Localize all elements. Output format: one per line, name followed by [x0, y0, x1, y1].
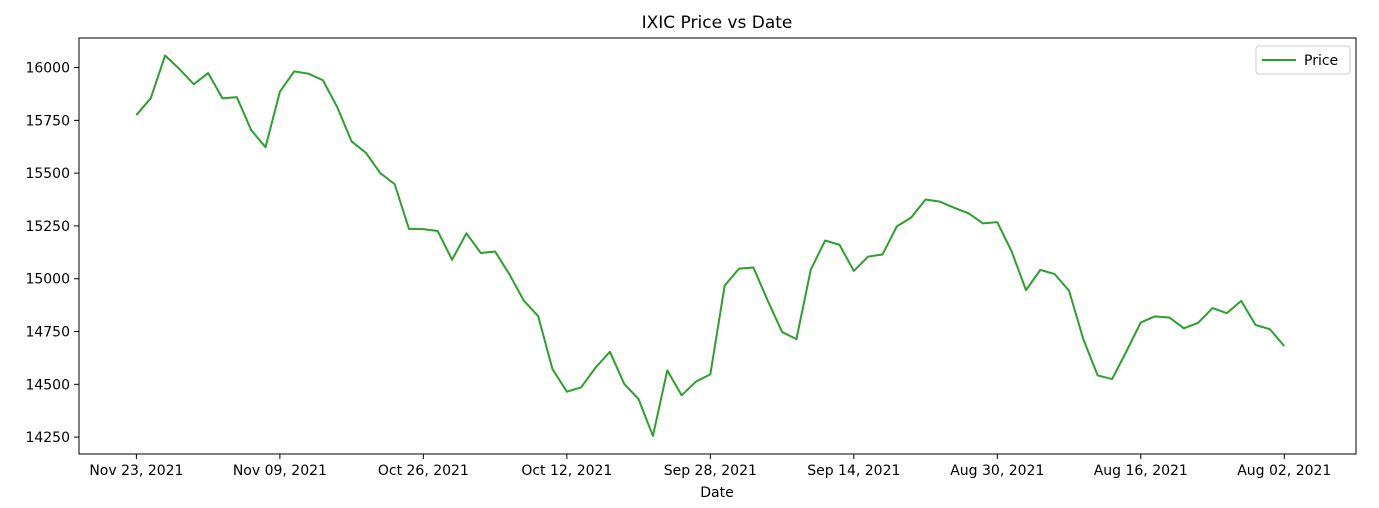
- y-tick-label: 15000: [25, 272, 70, 288]
- legend-box: [1255, 45, 1351, 75]
- legend-label-price: Price: [1304, 53, 1338, 69]
- x-tick-label: Nov 23, 2021: [89, 463, 183, 479]
- x-tick-label: Sep 14, 2021: [807, 463, 900, 479]
- y-axis: 14250 14500 14750 15000 15250 15500 15750 16000: [25, 61, 79, 446]
- x-axis: Nov 23, 2021 Nov 09, 2021 Oct 26, 2021 Oct …: [89, 454, 1331, 479]
- y-tick-label: 14750: [25, 325, 70, 341]
- x-tick-label: Oct 26, 2021: [378, 463, 469, 479]
- x-axis-label: Date: [700, 485, 733, 501]
- x-tick-label: Oct 12, 2021: [521, 463, 612, 479]
- x-tick-label: Aug 30, 2021: [950, 463, 1044, 479]
- y-tick-label: 15250: [25, 219, 70, 235]
- y-tick-label: 14250: [25, 430, 70, 446]
- price-series-line: [135, 54, 1286, 437]
- y-tick-label: 16000: [25, 61, 70, 77]
- x-tick-label: Nov 09, 2021: [233, 463, 327, 479]
- y-tick-label: 15500: [25, 166, 70, 182]
- chart-title: IXIC Price vs Date: [642, 13, 793, 33]
- x-tick-label: Sep 28, 2021: [664, 463, 757, 479]
- x-tick-label: Aug 16, 2021: [1094, 463, 1188, 479]
- plot-frame: [78, 37, 1357, 455]
- y-tick-label: 15750: [25, 113, 70, 129]
- x-tick-label: Aug 02, 2021: [1237, 463, 1331, 479]
- y-tick-label: 14500: [25, 377, 70, 393]
- legend: Price: [1255, 45, 1351, 75]
